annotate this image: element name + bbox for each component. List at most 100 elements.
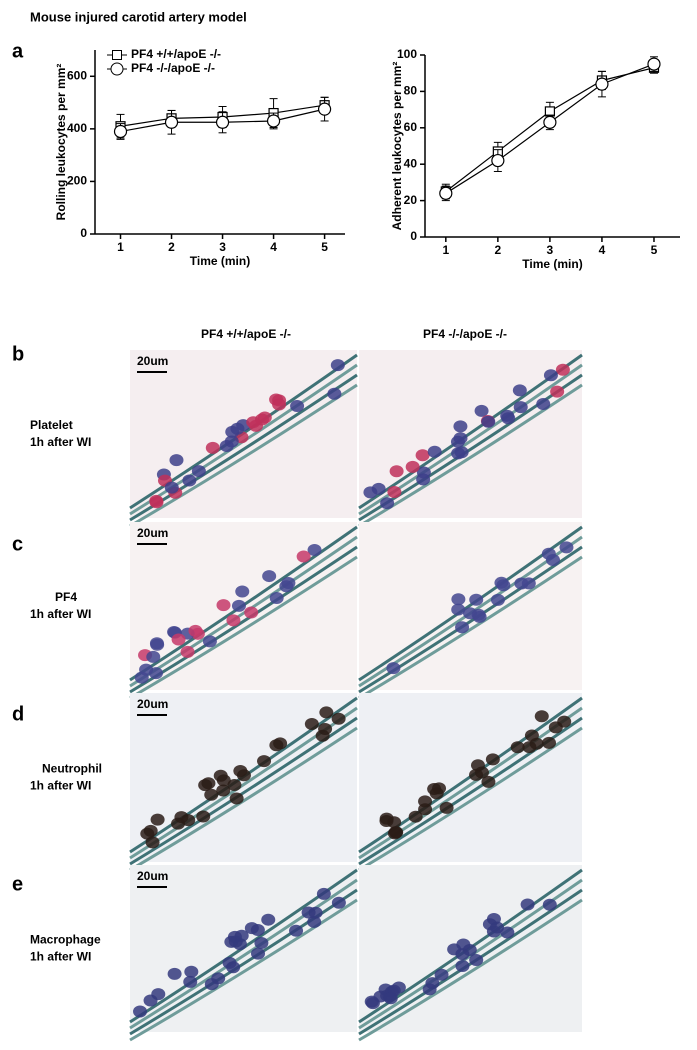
marker: [543, 115, 557, 129]
cell: [227, 778, 242, 791]
legend-label: PF4 -/-/apoE -/-: [131, 61, 215, 75]
cell: [183, 975, 198, 988]
cell: [380, 497, 395, 510]
cell: [233, 764, 248, 777]
cell: [307, 915, 322, 928]
row-time: 1h after WI: [30, 950, 91, 964]
cell: [536, 398, 551, 411]
y-tick-label: 100: [397, 47, 417, 61]
cell: [235, 585, 250, 598]
cell: [512, 384, 527, 397]
cell: [269, 592, 284, 605]
cell: [184, 965, 199, 978]
cell: [330, 359, 345, 372]
x-tick-label: 2: [168, 240, 175, 254]
y-tick-label: 0: [410, 229, 417, 243]
cell: [191, 465, 206, 478]
cell: [250, 924, 265, 937]
tissue-layer: [358, 383, 583, 528]
y-tick-label: 600: [67, 68, 87, 82]
legend-marker: [112, 50, 122, 60]
cell: [494, 576, 509, 589]
cell: [171, 633, 186, 646]
panel-label: b: [12, 343, 24, 365]
cell: [289, 924, 304, 937]
y-tick-label: 20: [404, 193, 418, 207]
cell: [513, 401, 528, 414]
x-tick-label: 1: [117, 240, 124, 254]
cell: [164, 481, 179, 494]
cell: [169, 454, 184, 467]
cell: [447, 943, 462, 956]
cell: [146, 650, 161, 663]
tissue-layer: [129, 555, 358, 700]
cell: [501, 412, 516, 425]
cell: [529, 737, 544, 750]
cell: [405, 460, 420, 473]
tissue-layer: [129, 726, 358, 872]
marker: [266, 114, 281, 128]
marker: [595, 77, 609, 91]
cell: [151, 988, 166, 1001]
cell: [327, 387, 342, 400]
cell: [216, 599, 231, 612]
cell: [425, 977, 440, 990]
legend-marker: [110, 62, 124, 76]
cell: [331, 896, 346, 909]
cell: [408, 810, 423, 823]
cell: [451, 593, 466, 606]
cell: [542, 736, 557, 749]
y-tick-label: 200: [67, 174, 87, 188]
cell: [202, 635, 217, 648]
cell: [386, 662, 401, 675]
tissue-layer: [358, 696, 583, 854]
cell: [188, 624, 203, 637]
cell: [481, 415, 496, 428]
cell: [557, 715, 572, 728]
cell: [296, 550, 311, 563]
cell: [454, 446, 469, 459]
y-tick-label: 0: [80, 226, 87, 240]
cell: [542, 898, 557, 911]
x-tick-label: 4: [270, 240, 277, 254]
row-stain: Platelet: [30, 418, 73, 432]
cell: [453, 432, 468, 445]
marker: [215, 115, 230, 129]
cell: [388, 826, 403, 839]
cell: [150, 813, 165, 826]
cell: [439, 801, 454, 814]
cell: [251, 947, 266, 960]
cell: [201, 777, 216, 790]
cell: [434, 968, 449, 981]
cell: [472, 610, 487, 623]
cell: [415, 449, 430, 462]
cell: [216, 784, 231, 797]
tissue-layer: [358, 363, 583, 516]
cell: [455, 621, 470, 634]
marker: [491, 153, 505, 168]
row-stain: PF4: [55, 590, 77, 604]
cell: [308, 906, 323, 919]
cell: [429, 787, 444, 800]
tissue-layer: [358, 555, 583, 700]
panel-label: d: [12, 703, 24, 725]
cell: [227, 930, 242, 943]
column-header: PF4 -/-/apoE -/-: [423, 327, 507, 341]
row-time: 1h after WI: [30, 779, 91, 793]
cell: [205, 441, 220, 454]
panel-label: c: [12, 533, 23, 555]
cell: [222, 956, 237, 969]
cell: [514, 577, 529, 590]
cell: [229, 792, 244, 805]
cell: [481, 775, 496, 788]
cell: [318, 722, 333, 735]
x-tick-label: 1: [442, 243, 449, 257]
cell: [145, 836, 160, 849]
cell: [133, 1005, 148, 1018]
row-time: 1h after WI: [30, 435, 91, 449]
scale-bar-label: 20um: [137, 354, 168, 368]
cell: [379, 812, 394, 825]
x-tick-label: 5: [321, 240, 328, 254]
cell: [520, 898, 535, 911]
y-tick-label: 80: [404, 84, 418, 98]
